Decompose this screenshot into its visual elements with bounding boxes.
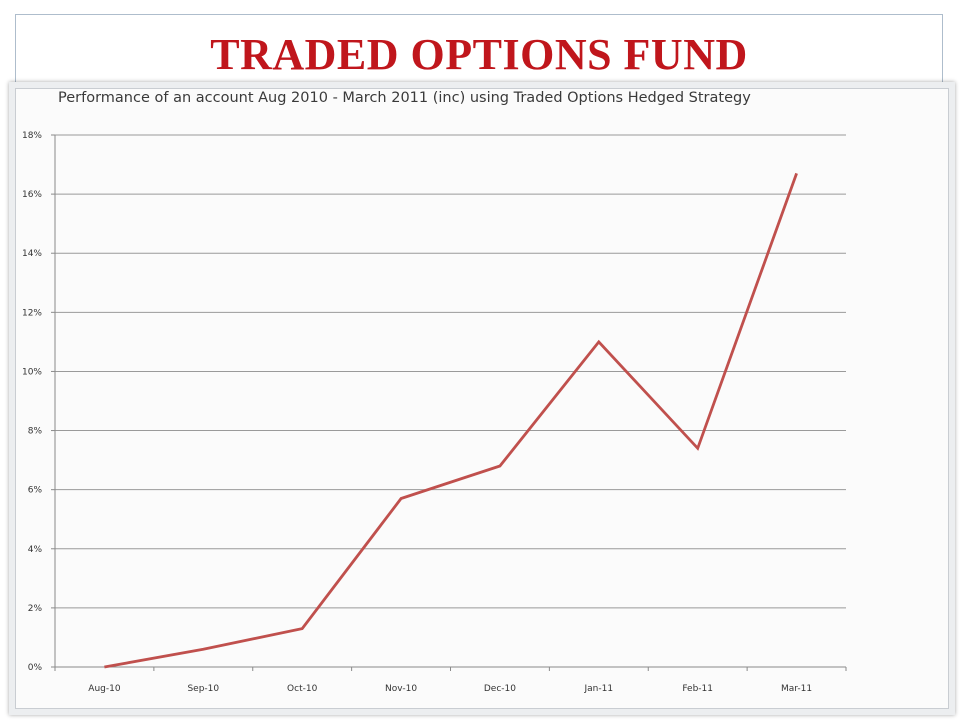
y-tick-label: 10% <box>22 367 42 377</box>
chart-panel: Performance of an account Aug 2010 - Mar… <box>9 82 955 715</box>
x-tick-label: Aug-10 <box>88 684 121 694</box>
x-tick-label: Mar-11 <box>781 684 812 694</box>
chart-gridlines <box>51 134 847 671</box>
series-line <box>104 172 798 669</box>
x-tick-label: Sep-10 <box>187 684 219 694</box>
y-tick-label: 18% <box>22 131 42 141</box>
x-tick-label: Nov-10 <box>385 684 417 694</box>
y-tick-label: 16% <box>22 190 42 200</box>
y-tick-label: 12% <box>22 308 42 318</box>
chart-series <box>104 172 798 669</box>
y-tick-label: 6% <box>28 486 43 496</box>
x-tick-label: Feb-11 <box>682 684 713 694</box>
x-axis-tick-labels: Aug-10 Sep-10 Oct-10 Nov-10 Dec-10 Jan-11 Feb-… <box>88 684 812 694</box>
x-tick-label: Dec-10 <box>484 684 516 694</box>
y-axis-tick-labels: 0% 2% 4% 6% 8% 10% 12% 14% 16% 18% <box>22 131 42 673</box>
y-tick-label: 2% <box>28 604 43 614</box>
y-tick-label: 8% <box>28 427 43 437</box>
y-tick-label: 14% <box>22 249 42 259</box>
chart-title: Performance of an account Aug 2010 - Mar… <box>58 90 751 106</box>
slide-title-frame: TRADED OPTIONS FUND <box>15 14 943 84</box>
x-tick-label: Oct-10 <box>287 684 318 694</box>
line-chart: Performance of an account Aug 2010 - Mar… <box>22 90 847 694</box>
x-tick-label: Jan-11 <box>584 684 614 694</box>
slide-title: TRADED OPTIONS FUND <box>210 30 748 79</box>
y-tick-label: 0% <box>28 663 43 673</box>
y-tick-label: 4% <box>28 545 43 555</box>
